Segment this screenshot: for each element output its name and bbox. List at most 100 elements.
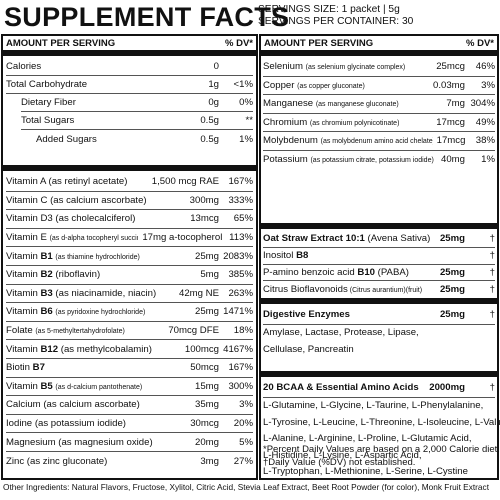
vitamin-name: Magnesium	[6, 436, 56, 448]
vitamin-amount: 30mcg	[190, 418, 219, 430]
botanical-form: (PABA)	[375, 266, 409, 278]
vitamin-name: Vitamin C	[6, 194, 48, 206]
amino-acids-section: 20 BCAA & Essential Amino Acids 2000mg †…	[263, 379, 500, 481]
vitamin-row: Vitamin C (as calcium ascorbate) 300mg 333…	[6, 192, 253, 211]
botanical-label: Oat Straw Extract 10:1 (Avena Sativa)	[263, 233, 430, 244]
vitamin-name: Vitamin	[6, 250, 41, 262]
mineral-name: Manganese	[263, 98, 314, 110]
macro-amount: 0	[213, 61, 219, 72]
vitamin-amount: 20mg	[195, 436, 219, 448]
vitamin-row: Vitamin B5 (as d-calcium pantothenate) 15…	[6, 378, 253, 397]
vitamin-dv: 3%	[239, 399, 253, 411]
macro-label: Total Carbohydrate	[6, 79, 88, 90]
mineral-label: Chromium (as chromium polynicotinate)	[263, 117, 399, 128]
mineral-dv: 46%	[475, 61, 495, 73]
mineral-amount: 0.03mg	[433, 79, 465, 91]
vitamin-row: Vitamin D3 (as cholecalciferol) 13mcg 65%	[6, 210, 253, 229]
vitamin-amount: 3mg	[200, 455, 219, 467]
botanical-name: Inositol	[263, 250, 297, 262]
mineral-label: Molybdenum (as molybdenum amino acid che…	[263, 135, 433, 146]
botanical-amount: 25mg	[439, 266, 465, 278]
amino-line: L-Tyrosine, L-Leucine, L-Threonine, L-Is…	[263, 416, 500, 428]
vitamin-label: Iodine (as potassium iodide)	[6, 418, 126, 429]
vitamin-dv: 263%	[228, 287, 253, 299]
amount-per-serving-label: AMOUNT PER SERVING	[264, 37, 374, 49]
macro-dv: 0%	[239, 97, 253, 108]
vitamin-amount: 300mg	[189, 194, 219, 206]
macro-amount: 0.5g	[200, 133, 219, 145]
botanical-amount: 25mg	[439, 233, 465, 245]
vitamin-dv: 4167%	[223, 343, 253, 355]
vitamin-dv: 1471%	[223, 306, 253, 318]
vitamin-name: Vitamin A	[6, 176, 46, 188]
mineral-form: (as molybdenum amino acid chelate)	[320, 138, 433, 146]
mineral-dv: 3%	[481, 79, 495, 91]
vitamin-form: (as thiamine hydrochloride)	[55, 253, 140, 261]
vitamin-name: Vitamin	[6, 343, 41, 355]
mineral-form: (as selenium glycinate complex)	[305, 64, 406, 72]
mineral-row: Selenium (as selenium glycinate complex)…	[263, 58, 495, 77]
vitamin-amount: 5mg	[200, 269, 219, 281]
vitamin-amount: 15mg	[195, 380, 219, 392]
mineral-name: Chromium	[263, 116, 308, 128]
vitamin-row: Folate (as 5-methyltertahydrofolate) 70mc…	[6, 322, 253, 341]
botanical-dv: †	[489, 233, 495, 245]
macro-amount: 1g	[208, 79, 219, 90]
vitamin-dv: 65%	[233, 213, 253, 225]
botanical-row: Inositol B8 †	[263, 248, 495, 265]
vitamin-amount: 70mcg DFE	[168, 325, 219, 337]
macro-row: Calories 0	[6, 58, 253, 76]
mineral-label: Manganese (as manganese gluconate)	[263, 98, 399, 109]
vitamin-form: (as cholecalciferol)	[55, 213, 136, 225]
dv-label: % DV*	[225, 37, 253, 49]
enzymes-dv: †	[489, 308, 495, 320]
vitamin-amount: 1,500 mcg RAE	[151, 176, 219, 188]
enzymes-line: Amylase, Lactase, Protease, Lipase,	[263, 327, 419, 338]
botanical-dv: †	[489, 250, 495, 262]
vitamin-row: Vitamin B3 (as niacinamide, niacin) 42mg …	[6, 285, 253, 304]
macro-row: Dietary Fiber 0g 0%	[21, 94, 253, 112]
botanical-row: Oat Straw Extract 10:1 (Avena Sativa) 25m…	[263, 231, 495, 248]
vitamin-name: Zinc	[6, 455, 25, 467]
vitamin-name-bold: B1	[40, 250, 53, 262]
vitamin-form: (as d-alpha tocopheryl succinate)	[49, 235, 139, 243]
amino-line: L-Alanine, L-Arginine, L-Proline, L-Glut…	[263, 433, 472, 444]
vitamin-dv: 167%	[228, 176, 253, 188]
vitamin-amount: 25mg	[195, 306, 219, 318]
section-rule	[261, 298, 497, 304]
enzymes-line: Cellulase, Pancreatin	[263, 343, 354, 355]
macro-label: Added Sugars	[36, 133, 97, 145]
vitamin-name: Vitamin	[6, 380, 41, 392]
macro-amount: 0g	[208, 97, 219, 108]
macro-amount: 0.5g	[200, 115, 219, 126]
vitamin-dv: 385%	[228, 269, 253, 281]
mineral-name: Selenium	[263, 61, 303, 73]
vitamin-amount: 17mg a-tocopherol	[142, 232, 223, 244]
vitamin-name-bold: B3	[40, 287, 53, 299]
left-column-header: AMOUNT PER SERVING % DV*	[3, 37, 256, 49]
amino-line: L-Glutamine, L-Glycine, L-Taurine, L-Phe…	[263, 400, 484, 411]
vitamin-row: Zinc (as zinc gluconate) 3mg 27%	[6, 452, 253, 471]
serving-size: SERVINGS SIZE: 1 packet | 5g	[258, 4, 400, 15]
dv-label: % DV*	[466, 37, 494, 49]
vitamin-row: Vitamin B6 (as pyridoxine hydrochloride)…	[6, 303, 253, 322]
mineral-amount: 17mcg	[436, 116, 465, 128]
mineral-label: Selenium (as selenium glycinate complex)	[263, 61, 405, 72]
macro-dv: <1%	[233, 79, 253, 90]
mineral-row: Copper (as copper gluconate) 0.03mg 3%	[263, 77, 495, 95]
mineral-row: Potassium (as potassium citrate, potassi…	[263, 151, 495, 170]
macro-label: Total Sugars	[21, 115, 75, 126]
mineral-row: Molybdenum (as molybdenum amino acid che…	[263, 132, 495, 151]
amino-dv: †	[489, 381, 495, 393]
botanical-label: P-amino benzoic acid B10 (PABA)	[263, 267, 409, 278]
header-rule	[261, 50, 497, 56]
botanical-form: (Avena Sativa)	[364, 233, 431, 245]
mineral-label: Potassium (as potassium citrate, potassi…	[263, 154, 434, 165]
amount-per-serving-label: AMOUNT PER SERVING	[6, 37, 116, 49]
section-rule	[261, 223, 497, 229]
macro-label: Dietary Fiber	[21, 97, 76, 108]
vitamin-label: Magnesium (as magnesium oxide)	[6, 437, 153, 448]
right-column-header: AMOUNT PER SERVING % DV*	[261, 37, 497, 49]
botanical-row: P-amino benzoic acid B10 (PABA) 25mg †	[263, 265, 495, 282]
vitamin-dv: 2083%	[223, 250, 253, 262]
